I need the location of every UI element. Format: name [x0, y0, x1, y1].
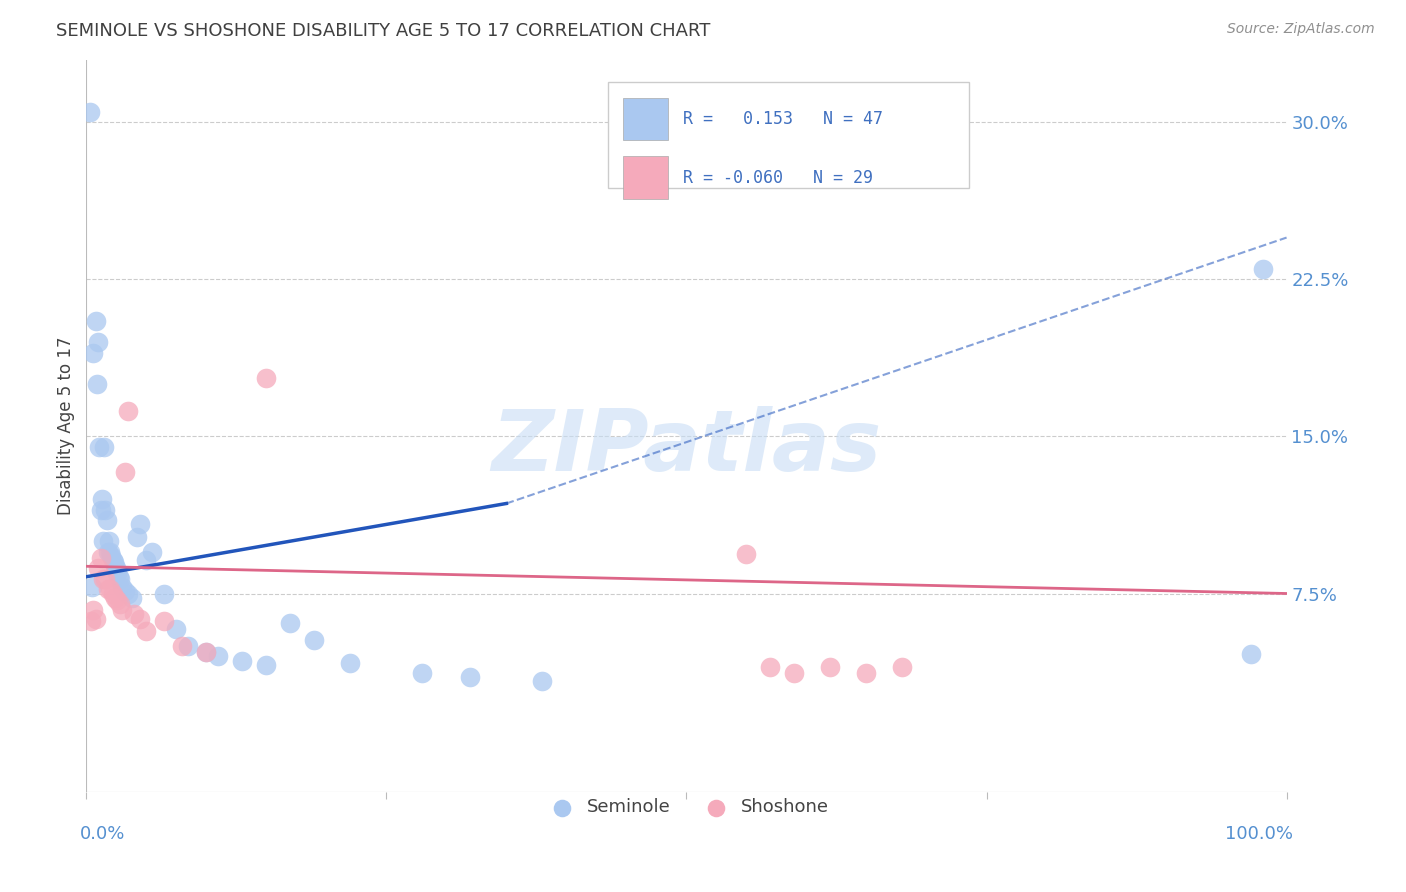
Point — [94, 502, 117, 516]
Point — [111, 580, 134, 594]
Point — [108, 572, 131, 586]
Point — [129, 612, 152, 626]
Point — [195, 645, 218, 659]
Point — [84, 612, 107, 626]
Point — [153, 614, 176, 628]
Point — [103, 555, 125, 569]
Point — [98, 544, 121, 558]
Point — [80, 614, 103, 628]
Point — [87, 561, 110, 575]
Text: 0.0%: 0.0% — [80, 825, 125, 844]
Point — [165, 622, 187, 636]
Point — [100, 549, 122, 563]
Point — [98, 534, 121, 549]
Point — [783, 666, 806, 681]
Point — [90, 550, 112, 565]
Point — [107, 566, 129, 580]
Point — [91, 534, 114, 549]
Legend: Seminole, Shoshone: Seminole, Shoshone — [537, 791, 837, 823]
Point — [82, 603, 104, 617]
Y-axis label: Disability Age 5 to 17: Disability Age 5 to 17 — [58, 337, 75, 516]
Point — [195, 645, 218, 659]
Point — [111, 603, 134, 617]
Bar — [623, 156, 668, 199]
Point — [82, 345, 104, 359]
Point — [339, 656, 361, 670]
Point — [172, 639, 194, 653]
Point — [1251, 262, 1274, 277]
Point — [107, 592, 129, 607]
Bar — [623, 98, 668, 140]
Point — [86, 377, 108, 392]
Point — [114, 584, 136, 599]
Point — [93, 440, 115, 454]
Text: SEMINOLE VS SHOSHONE DISABILITY AGE 5 TO 17 CORRELATION CHART: SEMINOLE VS SHOSHONE DISABILITY AGE 5 TO… — [56, 22, 710, 40]
Point — [820, 660, 842, 674]
Point — [1239, 647, 1261, 661]
Point — [98, 582, 121, 597]
Point — [97, 544, 120, 558]
Point — [79, 104, 101, 119]
Point — [254, 371, 277, 385]
Point — [304, 632, 326, 647]
Point — [135, 553, 157, 567]
Point — [735, 547, 758, 561]
Text: 100.0%: 100.0% — [1225, 825, 1292, 844]
Point — [107, 570, 129, 584]
Point — [207, 649, 229, 664]
Point — [124, 607, 146, 622]
Point — [90, 492, 112, 507]
Point — [129, 517, 152, 532]
Point — [89, 440, 111, 454]
FancyBboxPatch shape — [609, 81, 969, 188]
Text: R = -0.060   N = 29: R = -0.060 N = 29 — [683, 169, 873, 186]
Point — [531, 674, 554, 689]
Point — [759, 660, 782, 674]
Point — [114, 465, 136, 479]
Text: Source: ZipAtlas.com: Source: ZipAtlas.com — [1227, 22, 1375, 37]
Point — [105, 561, 128, 575]
Point — [104, 559, 127, 574]
Point — [891, 660, 914, 674]
Point — [101, 586, 124, 600]
Point — [411, 666, 433, 681]
Point — [82, 580, 104, 594]
Point — [108, 597, 131, 611]
Point — [87, 335, 110, 350]
Point — [141, 544, 163, 558]
Point — [84, 314, 107, 328]
Point — [855, 666, 877, 681]
Point — [90, 502, 112, 516]
Point — [96, 513, 118, 527]
Text: R =   0.153   N = 47: R = 0.153 N = 47 — [683, 110, 883, 128]
Text: ZIPatlas: ZIPatlas — [491, 407, 882, 490]
Point — [460, 670, 482, 684]
Point — [117, 404, 139, 418]
Point — [101, 553, 124, 567]
Point — [117, 586, 139, 600]
Point — [135, 624, 157, 639]
Point — [121, 591, 143, 605]
Point — [91, 572, 114, 586]
Point — [254, 657, 277, 672]
Point — [97, 582, 120, 597]
Point — [231, 653, 253, 667]
Point — [177, 639, 200, 653]
Point — [104, 591, 127, 605]
Point — [125, 530, 148, 544]
Point — [153, 586, 176, 600]
Point — [94, 572, 117, 586]
Point — [280, 615, 302, 630]
